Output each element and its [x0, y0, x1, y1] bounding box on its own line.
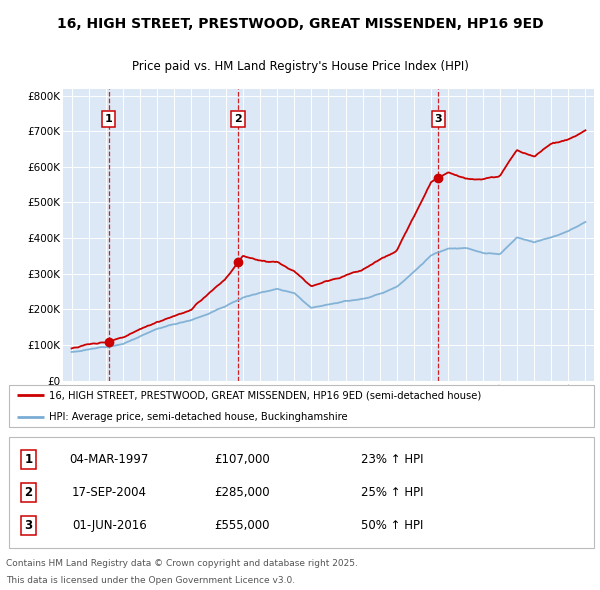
Text: 3: 3 — [434, 114, 442, 124]
Text: £285,000: £285,000 — [215, 486, 270, 499]
Text: 23% ↑ HPI: 23% ↑ HPI — [361, 453, 423, 466]
Text: 16, HIGH STREET, PRESTWOOD, GREAT MISSENDEN, HP16 9ED (semi-detached house): 16, HIGH STREET, PRESTWOOD, GREAT MISSEN… — [49, 391, 481, 401]
Text: 01-JUN-2016: 01-JUN-2016 — [72, 519, 147, 532]
Text: 50% ↑ HPI: 50% ↑ HPI — [361, 519, 423, 532]
Text: 2: 2 — [25, 486, 32, 499]
Text: 1: 1 — [105, 114, 113, 124]
Text: 04-MAR-1997: 04-MAR-1997 — [70, 453, 149, 466]
FancyBboxPatch shape — [9, 385, 594, 427]
Text: HPI: Average price, semi-detached house, Buckinghamshire: HPI: Average price, semi-detached house,… — [49, 411, 347, 421]
Text: 17-SEP-2004: 17-SEP-2004 — [72, 486, 147, 499]
Text: 1: 1 — [25, 453, 32, 466]
Text: Price paid vs. HM Land Registry's House Price Index (HPI): Price paid vs. HM Land Registry's House … — [131, 60, 469, 73]
Text: £107,000: £107,000 — [215, 453, 270, 466]
FancyBboxPatch shape — [9, 437, 594, 548]
Text: 16, HIGH STREET, PRESTWOOD, GREAT MISSENDEN, HP16 9ED: 16, HIGH STREET, PRESTWOOD, GREAT MISSEN… — [56, 17, 544, 31]
Text: £555,000: £555,000 — [215, 519, 270, 532]
Text: This data is licensed under the Open Government Licence v3.0.: This data is licensed under the Open Gov… — [6, 576, 295, 585]
Text: 3: 3 — [25, 519, 32, 532]
Text: 25% ↑ HPI: 25% ↑ HPI — [361, 486, 423, 499]
Text: Contains HM Land Registry data © Crown copyright and database right 2025.: Contains HM Land Registry data © Crown c… — [6, 559, 358, 568]
Text: 2: 2 — [234, 114, 242, 124]
